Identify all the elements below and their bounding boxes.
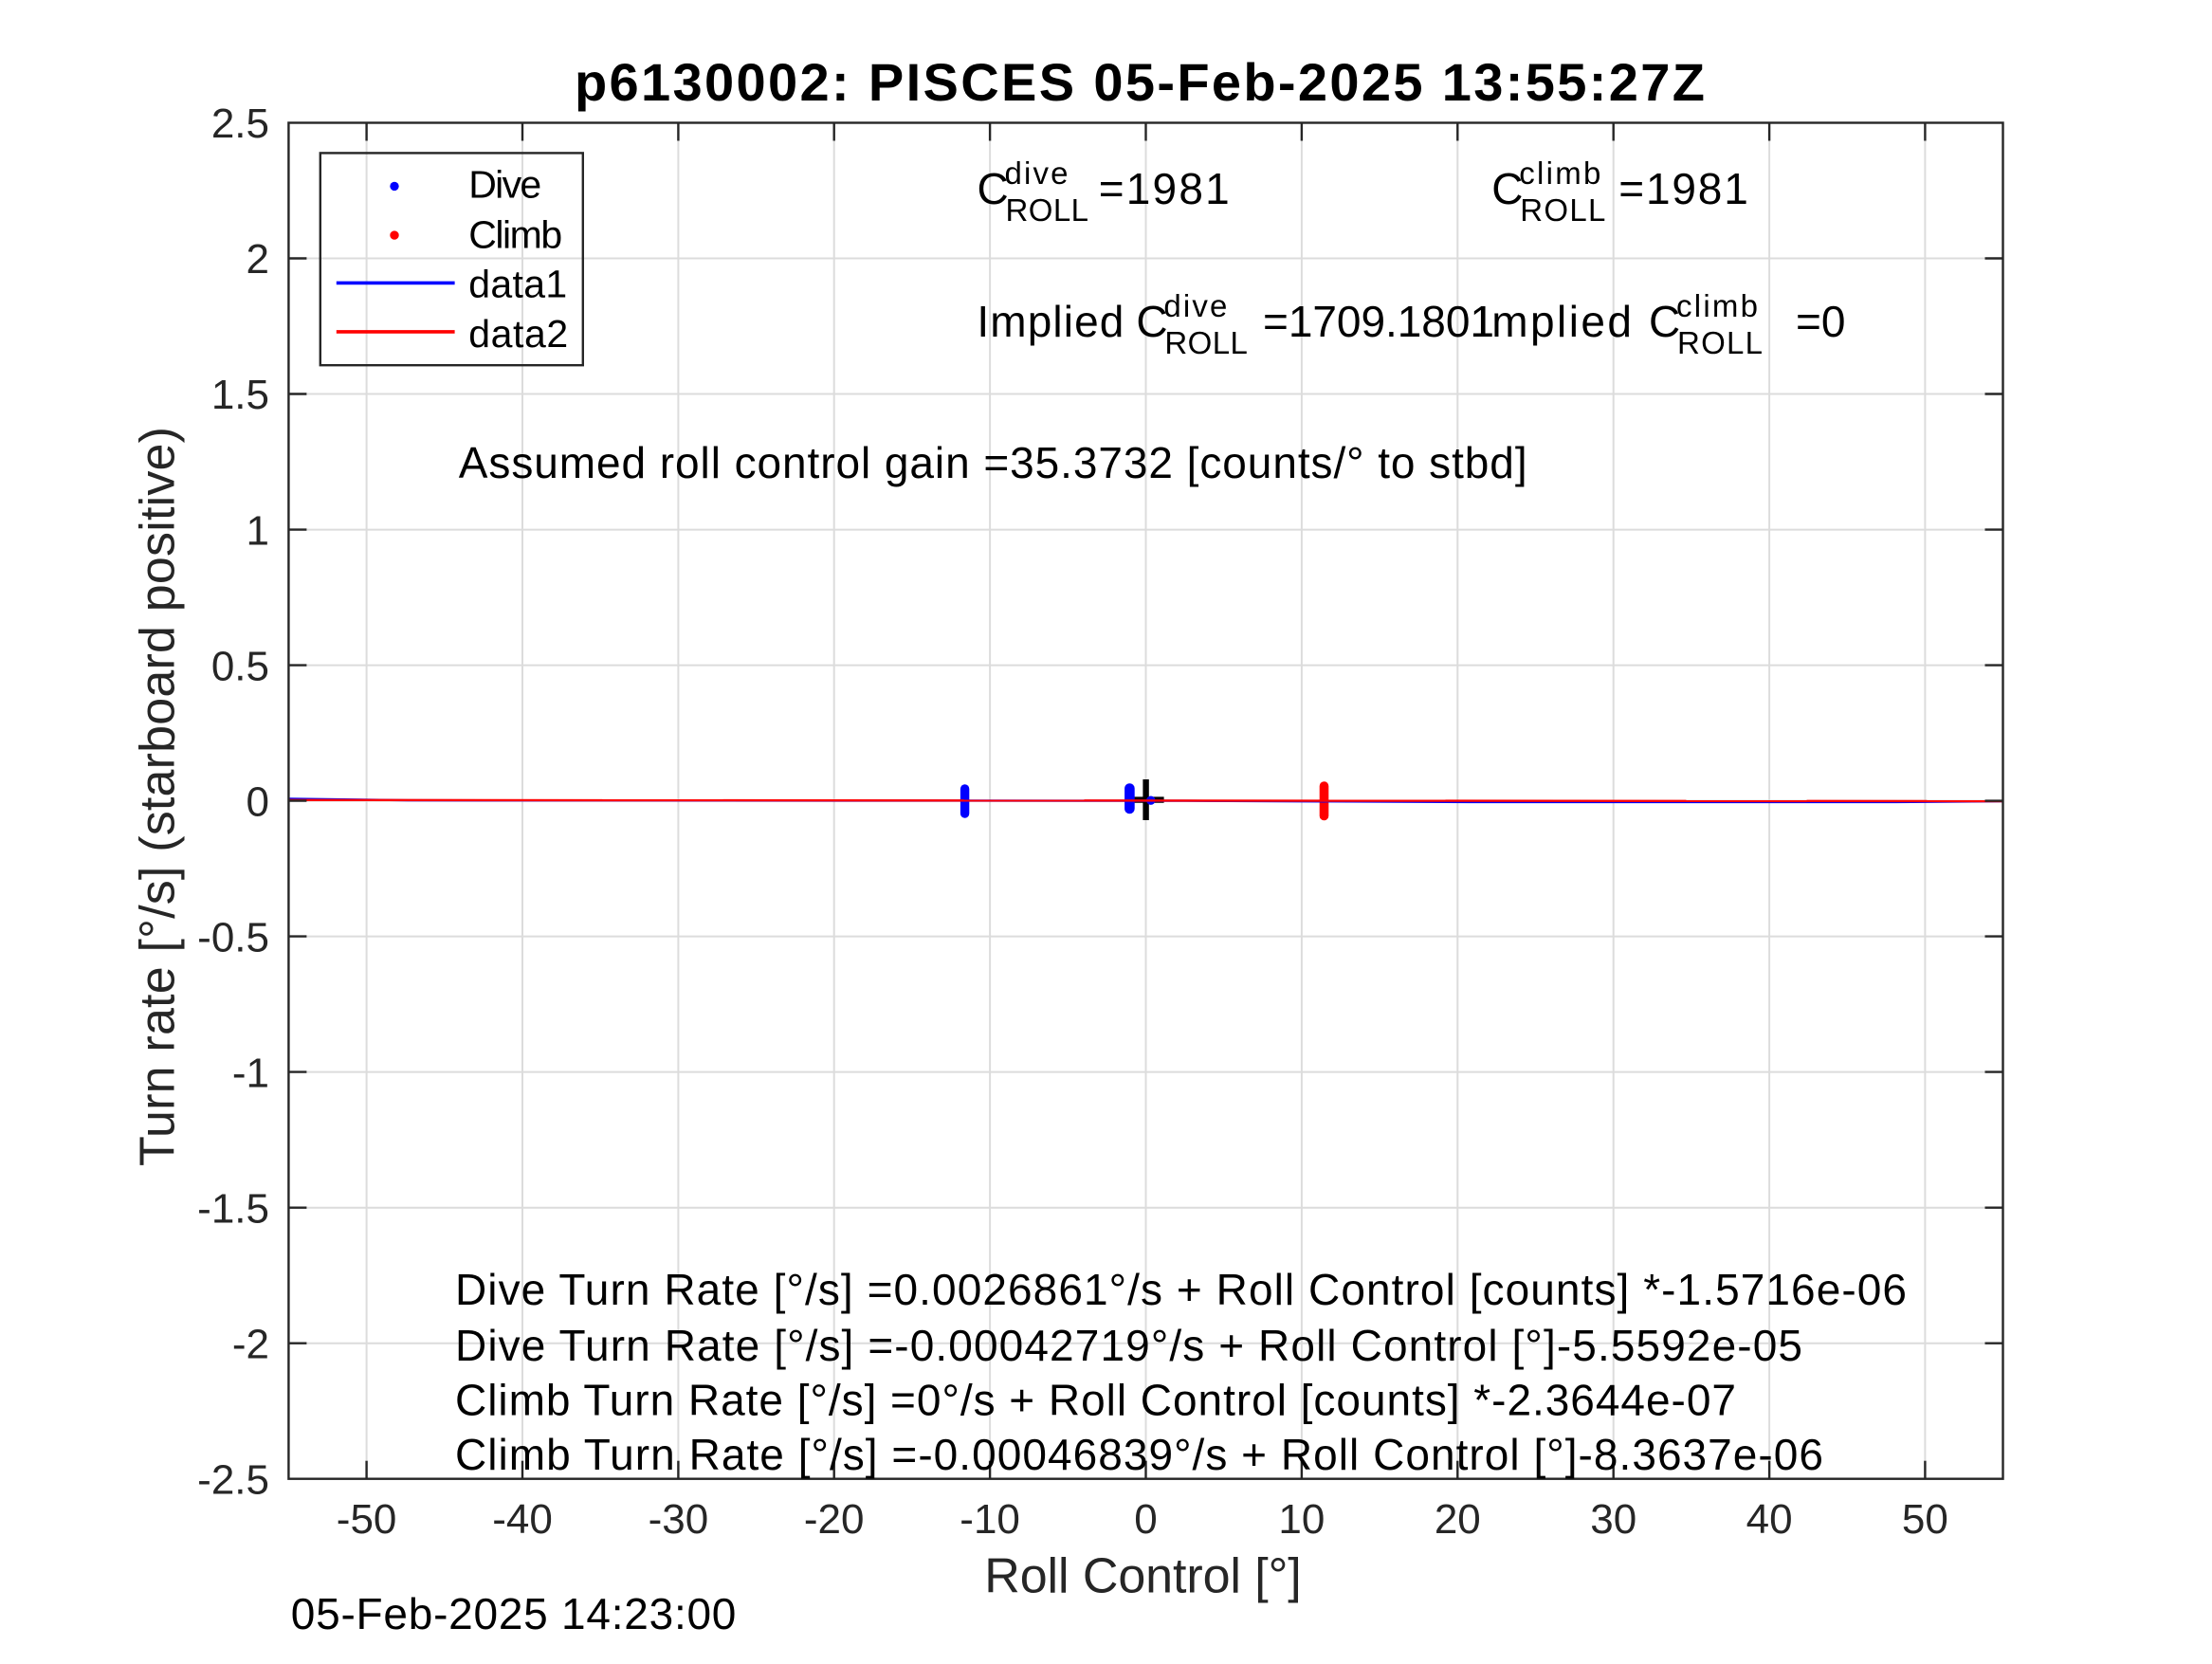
svg-text:-0.5: -0.5 (197, 914, 269, 960)
svg-text:C: C (978, 164, 1009, 213)
svg-text:-2: -2 (232, 1321, 269, 1367)
svg-text:-50: -50 (337, 1496, 397, 1543)
svg-text:30: 30 (1590, 1496, 1636, 1543)
svg-text:10: 10 (1278, 1496, 1325, 1543)
svg-text:-10: -10 (960, 1496, 1020, 1543)
svg-text:1: 1 (247, 507, 269, 554)
svg-text:-1.5: -1.5 (197, 1185, 269, 1232)
svg-text:=1709.1801: =1709.1801 (1263, 297, 1494, 346)
svg-text:climb: climb (1676, 288, 1758, 323)
svg-text:-20: -20 (804, 1496, 865, 1543)
svg-text:2: 2 (247, 236, 269, 283)
svg-text:ROLL: ROLL (1164, 325, 1248, 360)
svg-text:Assumed roll control gain =35.: Assumed roll control gain =35.3732 [coun… (459, 438, 1527, 487)
svg-text:climb: climb (1519, 155, 1600, 191)
svg-text:C: C (1649, 297, 1680, 346)
svg-text:50: 50 (1902, 1496, 1948, 1543)
svg-text:-1: -1 (232, 1050, 269, 1096)
svg-text:Dive Turn Rate [°/s] =-0.00042: Dive Turn Rate [°/s] =-0.00042719°/s + R… (455, 1321, 1802, 1370)
svg-text:data1: data1 (468, 263, 567, 306)
svg-text:1.5: 1.5 (211, 372, 269, 418)
svg-text:-30: -30 (649, 1496, 709, 1543)
svg-text:0: 0 (1134, 1496, 1157, 1543)
svg-text:dive: dive (1005, 155, 1069, 191)
svg-text:Turn rate [°/s] (starboard pos: Turn rate [°/s] (starboard positive) (130, 427, 185, 1166)
svg-text:dive: dive (1163, 288, 1227, 323)
svg-text:Climb Turn Rate [°/s] =-0.0004: Climb Turn Rate [°/s] =-0.00046839°/s + … (455, 1430, 1823, 1479)
svg-text:=0: =0 (1796, 297, 1845, 346)
svg-text:20: 20 (1435, 1496, 1481, 1543)
svg-text:C: C (1491, 164, 1523, 213)
svg-text:Roll Control [°]: Roll Control [°] (984, 1548, 1302, 1603)
svg-text:05-Feb-2025 14:23:00: 05-Feb-2025 14:23:00 (291, 1589, 737, 1638)
svg-text:Climb: Climb (468, 212, 562, 256)
svg-text:Climb Turn Rate [°/s] =0°/s +: Climb Turn Rate [°/s] =0°/s + Roll Contr… (455, 1376, 1736, 1425)
svg-text:-40: -40 (492, 1496, 553, 1543)
svg-text:C: C (1136, 297, 1167, 346)
svg-text:ROLL: ROLL (1520, 192, 1605, 228)
svg-text:=1981: =1981 (1618, 164, 1748, 213)
svg-text:Dive Turn Rate [°/s] =0.002686: Dive Turn Rate [°/s] =0.0026861°/s + Rol… (455, 1265, 1907, 1314)
svg-text:p6130002: PISCES 05-Feb-2025 1: p6130002: PISCES 05-Feb-2025 13:55:27Z (575, 52, 1705, 112)
svg-text:ROLL: ROLL (1006, 192, 1089, 228)
svg-text:0.5: 0.5 (211, 643, 269, 689)
svg-text:Implied: Implied (1477, 297, 1632, 346)
svg-text:data2: data2 (468, 312, 568, 356)
svg-text:Implied: Implied (977, 297, 1124, 346)
svg-text:0: 0 (247, 778, 269, 825)
svg-text:40: 40 (1746, 1496, 1793, 1543)
svg-text:=1981: =1981 (1099, 164, 1230, 213)
svg-text:2.5: 2.5 (211, 101, 269, 147)
svg-text:Dive: Dive (468, 162, 541, 206)
svg-text:ROLL: ROLL (1677, 325, 1763, 360)
svg-text:-2.5: -2.5 (197, 1456, 269, 1503)
